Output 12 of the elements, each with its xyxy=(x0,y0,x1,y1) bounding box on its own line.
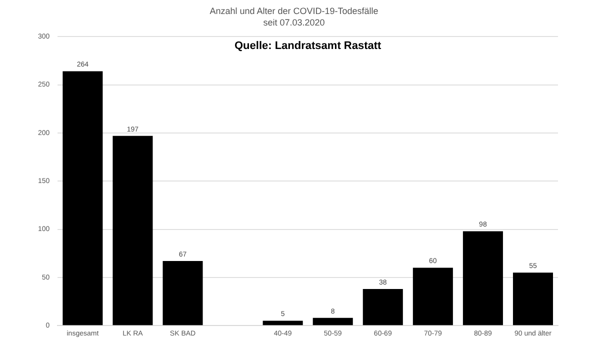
chart-subtitle: seit 07.03.2020 xyxy=(263,18,325,28)
bar xyxy=(462,231,503,326)
bar xyxy=(312,318,353,326)
bar xyxy=(162,261,203,326)
annotation: Quelle: Landratsamt Rastatt xyxy=(234,40,382,52)
bar xyxy=(62,71,103,326)
bar xyxy=(362,288,403,326)
chart-title: Anzahl und Alter der COVID-19-Todesfälle xyxy=(210,6,378,16)
bar xyxy=(412,268,453,326)
bar xyxy=(112,136,153,326)
bar xyxy=(262,320,303,326)
bar xyxy=(512,272,553,326)
